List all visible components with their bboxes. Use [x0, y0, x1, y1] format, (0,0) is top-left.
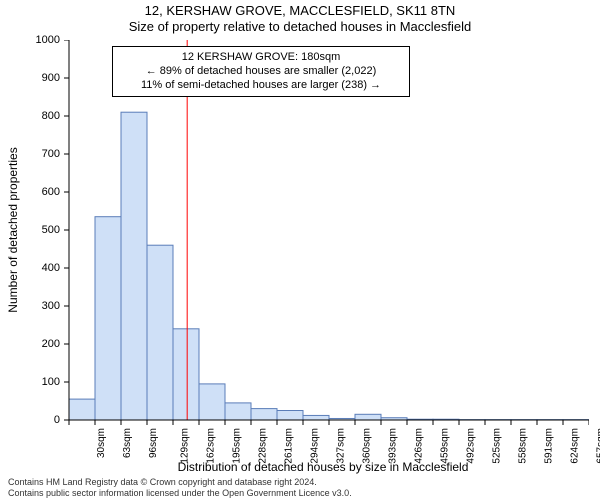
x-axis-label: Distribution of detached houses by size …	[63, 460, 583, 474]
x-tick-label: 195sqm	[232, 428, 243, 464]
histogram-bar	[225, 403, 251, 420]
x-tick-label: 162sqm	[206, 428, 217, 464]
histogram-bar	[303, 415, 329, 420]
annotation-line2: ← 89% of detached houses are smaller (2,…	[121, 65, 401, 79]
x-tick-label: 360sqm	[362, 428, 373, 464]
histogram-bar	[69, 399, 95, 420]
x-tick-label: 30sqm	[96, 428, 107, 458]
histogram-bar	[173, 329, 199, 420]
y-tick-label: 800	[5, 110, 60, 122]
x-tick-label: 591sqm	[544, 428, 555, 464]
histogram-bar	[251, 409, 277, 420]
footer-line2: Contains public sector information licen…	[8, 488, 592, 498]
page-title-line1: 12, KERSHAW GROVE, MACCLESFIELD, SK11 8T…	[0, 3, 600, 18]
histogram-bar	[95, 217, 121, 420]
x-tick-label: 327sqm	[336, 428, 347, 464]
y-tick-label: 900	[5, 72, 60, 84]
y-tick-label: 400	[5, 262, 60, 274]
x-tick-label: 294sqm	[310, 428, 321, 464]
x-tick-label: 426sqm	[414, 428, 425, 464]
y-tick-label: 1000	[5, 34, 60, 46]
annotation-line1: 12 KERSHAW GROVE: 180sqm	[121, 51, 401, 65]
y-tick-label: 300	[5, 300, 60, 312]
x-tick-label: 459sqm	[440, 428, 451, 464]
footer: Contains HM Land Registry data © Crown c…	[8, 477, 592, 498]
histogram-bar	[147, 245, 173, 420]
x-tick-label: 525sqm	[492, 428, 503, 464]
y-tick-label: 500	[5, 224, 60, 236]
histogram-bar	[355, 414, 381, 420]
histogram-bar	[199, 384, 225, 420]
footer-line1: Contains HM Land Registry data © Crown c…	[8, 477, 592, 487]
x-tick-label: 228sqm	[258, 428, 269, 464]
page: 12, KERSHAW GROVE, MACCLESFIELD, SK11 8T…	[0, 0, 600, 500]
x-tick-label: 261sqm	[284, 428, 295, 464]
x-tick-label: 96sqm	[148, 428, 159, 458]
x-tick-label: 492sqm	[466, 428, 477, 464]
y-tick-label: 0	[5, 414, 60, 426]
annotation-line3: 11% of semi-detached houses are larger (…	[121, 79, 401, 93]
annotation-box: 12 KERSHAW GROVE: 180sqm ← 89% of detach…	[112, 46, 410, 97]
y-tick-label: 100	[5, 376, 60, 388]
x-tick-label: 393sqm	[388, 428, 399, 464]
x-tick-label: 624sqm	[570, 428, 581, 464]
x-tick-label: 657sqm	[596, 428, 600, 464]
y-tick-label: 600	[5, 186, 60, 198]
x-tick-label: 558sqm	[518, 428, 529, 464]
histogram-bar	[121, 112, 147, 420]
histogram-bar	[277, 411, 303, 421]
x-tick-label: 63sqm	[122, 428, 133, 458]
y-tick-label: 700	[5, 148, 60, 160]
page-title-line2: Size of property relative to detached ho…	[0, 19, 600, 34]
x-tick-label: 129sqm	[180, 428, 191, 464]
y-tick-label: 200	[5, 338, 60, 350]
